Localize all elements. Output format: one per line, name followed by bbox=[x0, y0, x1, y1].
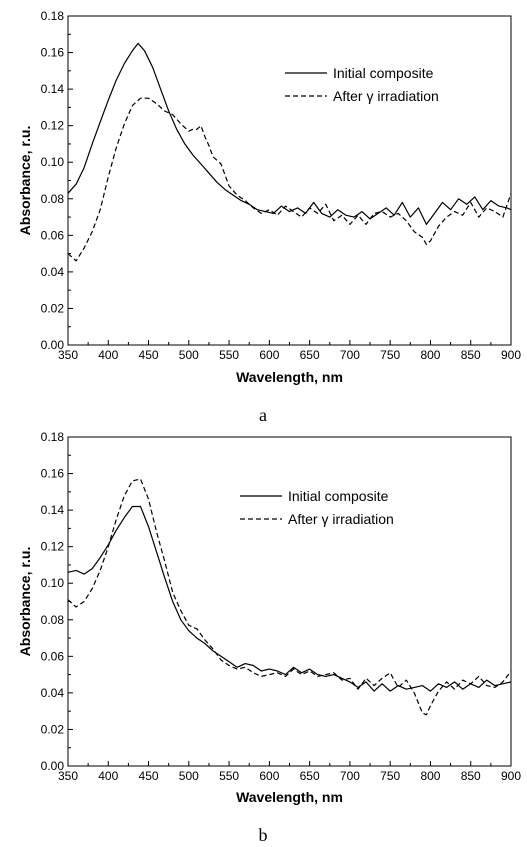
series-line-after-irradiation bbox=[67, 478, 512, 716]
plot-area-frame bbox=[67, 436, 512, 767]
y-tick-label: 0.04 bbox=[41, 686, 65, 700]
x-tick-label: 350 bbox=[58, 769, 78, 783]
y-tick-label: 0.10 bbox=[41, 155, 65, 169]
x-tick-label: 900 bbox=[501, 769, 521, 783]
y-tick-label: 0.00 bbox=[41, 338, 65, 352]
panel-label-a: a bbox=[259, 405, 267, 425]
x-tick-label: 450 bbox=[139, 769, 159, 783]
x-tick-label: 400 bbox=[98, 769, 118, 783]
x-tick-label: 900 bbox=[501, 348, 521, 362]
series-line-initial-composite bbox=[67, 42, 512, 225]
axis-ticks: 350 400 450 500 550 600 650 700 750 800 850 900 0.00… bbox=[41, 430, 522, 783]
series-line-initial-composite bbox=[67, 505, 512, 692]
y-tick-label: 0.16 bbox=[41, 46, 65, 60]
legend-label-after-irradiation: After γ irradiation bbox=[288, 511, 394, 527]
y-tick-label: 0.06 bbox=[41, 649, 65, 663]
y-tick-label: 0.06 bbox=[41, 228, 65, 242]
x-tick-label: 600 bbox=[259, 769, 279, 783]
x-tick-label: 700 bbox=[340, 769, 360, 783]
x-tick-label: 500 bbox=[179, 769, 199, 783]
x-tick-label: 400 bbox=[98, 348, 118, 362]
legend-label-after-irradiation: After γ irradiation bbox=[333, 88, 439, 104]
x-tick-label: 700 bbox=[340, 348, 360, 362]
y-axis-title: Absorbance, r.u. bbox=[17, 126, 33, 236]
y-axis-title: Absorbance, r.u. bbox=[17, 547, 33, 657]
y-tick-label: 0.14 bbox=[41, 503, 65, 517]
y-tick-label: 0.02 bbox=[41, 301, 65, 315]
legend: Initial composite After γ irradiation bbox=[240, 488, 394, 527]
x-tick-label: 450 bbox=[139, 348, 159, 362]
y-tick-label: 0.18 bbox=[41, 430, 65, 444]
plot-area-frame bbox=[67, 15, 512, 346]
x-tick-label: 650 bbox=[300, 348, 320, 362]
series-layer bbox=[67, 42, 512, 262]
legend-label-initial-composite: Initial composite bbox=[288, 488, 389, 504]
legend: Initial composite After γ irradiation bbox=[285, 65, 439, 104]
y-tick-label: 0.16 bbox=[41, 467, 65, 481]
y-tick-label: 0.04 bbox=[41, 265, 65, 279]
x-tick-label: 550 bbox=[219, 348, 239, 362]
y-tick-label: 0.02 bbox=[41, 722, 65, 736]
x-tick-label: 550 bbox=[219, 769, 239, 783]
x-tick-label: 850 bbox=[461, 769, 481, 783]
y-tick-label: 0.18 bbox=[41, 9, 65, 23]
y-tick-label: 0.12 bbox=[41, 119, 65, 133]
x-tick-label: 750 bbox=[380, 769, 400, 783]
series-line-after-irradiation bbox=[67, 97, 512, 262]
x-tick-label: 650 bbox=[300, 769, 320, 783]
series-layer bbox=[67, 478, 512, 716]
x-tick-label: 800 bbox=[420, 769, 440, 783]
y-tick-label: 0.08 bbox=[41, 613, 65, 627]
chart-panel-b: 350 400 450 500 550 600 650 700 750 800 850 900 0.00… bbox=[17, 430, 521, 845]
x-tick-label: 350 bbox=[58, 348, 78, 362]
x-axis-title: Wavelength, nm bbox=[236, 789, 343, 805]
panel-label-b: b bbox=[259, 825, 268, 845]
x-tick-label: 600 bbox=[259, 348, 279, 362]
x-tick-label: 800 bbox=[420, 348, 440, 362]
axis-ticks: 350 400 450 500 550 600 650 700 750 800 850 900 0.00… bbox=[41, 9, 522, 362]
y-tick-label: 0.12 bbox=[41, 540, 65, 554]
y-tick-label: 0.14 bbox=[41, 82, 65, 96]
legend-label-initial-composite: Initial composite bbox=[333, 65, 434, 81]
x-axis-title: Wavelength, nm bbox=[236, 369, 343, 385]
x-tick-label: 500 bbox=[179, 348, 199, 362]
y-tick-label: 0.00 bbox=[41, 759, 65, 773]
chart-panel-a: 350 400 450 500 550 600 650 700 750 800 850 900 0.00… bbox=[17, 9, 521, 425]
x-tick-label: 750 bbox=[380, 348, 400, 362]
x-tick-label: 850 bbox=[461, 348, 481, 362]
y-tick-label: 0.08 bbox=[41, 192, 65, 206]
y-tick-label: 0.10 bbox=[41, 576, 65, 590]
